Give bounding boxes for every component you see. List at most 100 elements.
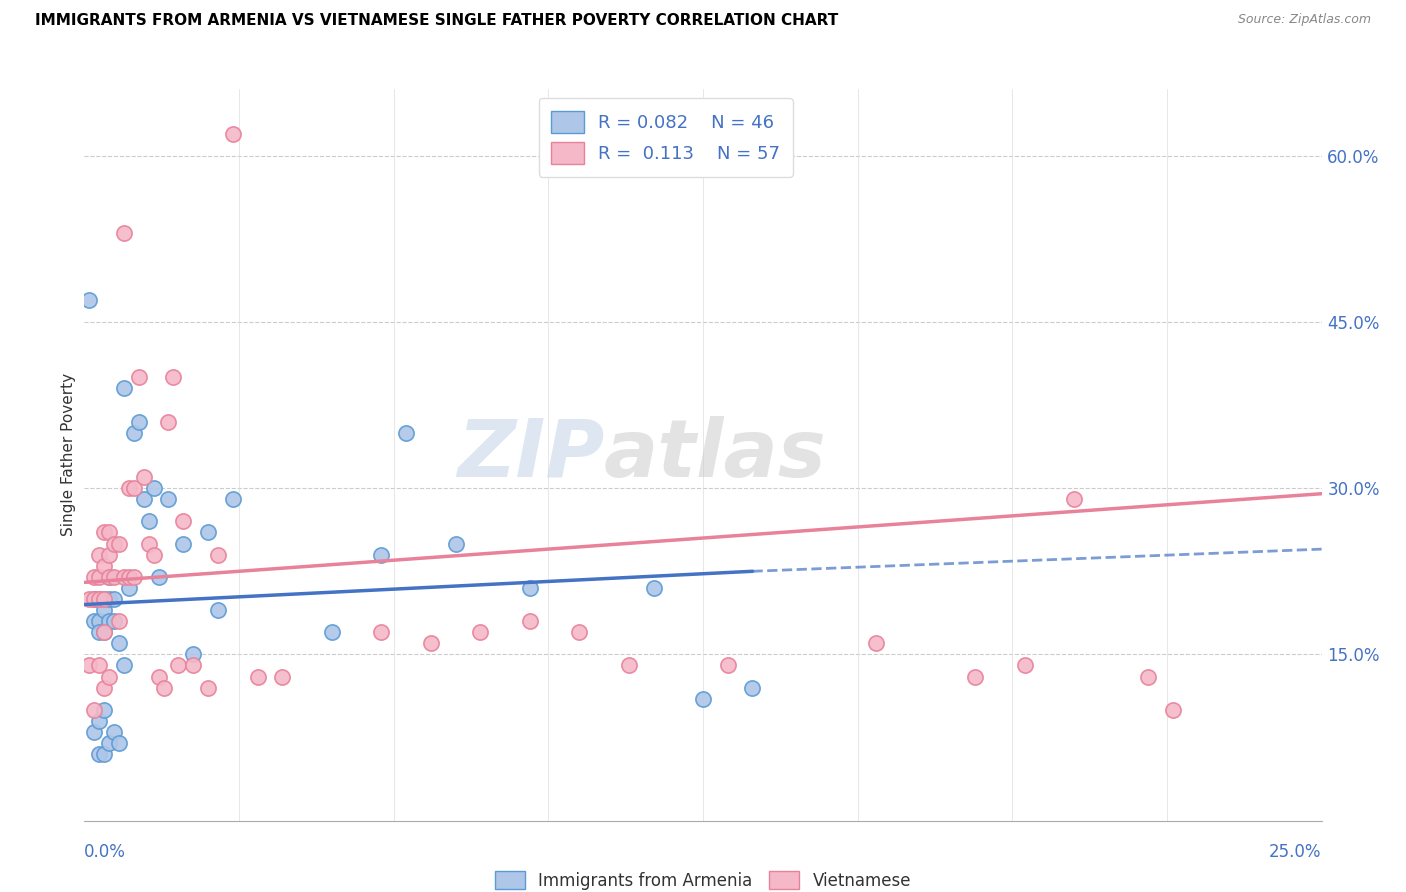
Point <box>108 614 131 628</box>
Point <box>568 625 591 640</box>
Point <box>108 536 131 550</box>
Point <box>162 370 184 384</box>
Point <box>89 592 111 607</box>
Point <box>157 415 180 429</box>
Text: IMMIGRANTS FROM ARMENIA VS VIETNAMESE SINGLE FATHER POVERTY CORRELATION CHART: IMMIGRANTS FROM ARMENIA VS VIETNAMESE SI… <box>35 13 838 29</box>
Point <box>83 570 105 584</box>
Point <box>93 592 115 607</box>
Point <box>93 558 115 573</box>
Point <box>93 592 115 607</box>
Point <box>98 614 121 628</box>
Point <box>93 625 115 640</box>
Point <box>643 581 665 595</box>
Point <box>103 725 125 739</box>
Point <box>470 625 492 640</box>
Point <box>1161 703 1184 717</box>
Point <box>103 614 125 628</box>
Point <box>98 548 121 562</box>
Point <box>370 548 392 562</box>
Point <box>1063 492 1085 507</box>
Point <box>98 736 121 750</box>
Point <box>181 658 204 673</box>
Point <box>172 536 194 550</box>
Point <box>419 636 441 650</box>
Point <box>197 681 219 695</box>
Point <box>128 370 150 384</box>
Point <box>617 658 640 673</box>
Point <box>89 625 111 640</box>
Point <box>519 614 541 628</box>
Point <box>197 525 219 540</box>
Point <box>148 669 170 683</box>
Text: Source: ZipAtlas.com: Source: ZipAtlas.com <box>1237 13 1371 27</box>
Point <box>89 614 111 628</box>
Point <box>112 227 135 241</box>
Point <box>132 492 155 507</box>
Point <box>83 725 105 739</box>
Point <box>112 570 135 584</box>
Point <box>98 669 121 683</box>
Point <box>122 481 145 495</box>
Point <box>122 425 145 440</box>
Text: 0.0%: 0.0% <box>84 843 127 861</box>
Point <box>89 592 111 607</box>
Point <box>89 747 111 761</box>
Point <box>1014 658 1036 673</box>
Text: 25.0%: 25.0% <box>1270 843 1322 861</box>
Point <box>93 625 115 640</box>
Point <box>321 625 343 640</box>
Point <box>83 614 105 628</box>
Point <box>444 536 467 550</box>
Point <box>965 669 987 683</box>
Point <box>89 714 111 728</box>
Point <box>395 425 418 440</box>
Point <box>865 636 887 650</box>
Point <box>138 536 160 550</box>
Point <box>93 681 115 695</box>
Point <box>157 492 180 507</box>
Point <box>271 669 294 683</box>
Point <box>1137 669 1160 683</box>
Point <box>181 648 204 662</box>
Point <box>83 592 105 607</box>
Point <box>89 658 111 673</box>
Point <box>98 570 121 584</box>
Point <box>207 603 229 617</box>
Point <box>118 481 141 495</box>
Point <box>370 625 392 640</box>
Point <box>98 592 121 607</box>
Point <box>222 127 245 141</box>
Point <box>122 570 145 584</box>
Point <box>152 681 174 695</box>
Point <box>118 570 141 584</box>
Point <box>93 525 115 540</box>
Point <box>118 581 141 595</box>
Point <box>89 570 111 584</box>
Point <box>93 747 115 761</box>
Point <box>246 669 269 683</box>
Y-axis label: Single Father Poverty: Single Father Poverty <box>60 374 76 536</box>
Point <box>83 592 105 607</box>
Point <box>93 703 115 717</box>
Point <box>108 636 131 650</box>
Point <box>692 691 714 706</box>
Point <box>79 658 101 673</box>
Point <box>98 525 121 540</box>
Point <box>103 536 125 550</box>
Point <box>207 548 229 562</box>
Point <box>103 570 125 584</box>
Point <box>112 658 135 673</box>
Point <box>142 481 165 495</box>
Text: atlas: atlas <box>605 416 827 494</box>
Point <box>83 703 105 717</box>
Point <box>138 515 160 529</box>
Point <box>108 736 131 750</box>
Point <box>132 470 155 484</box>
Point <box>89 548 111 562</box>
Point <box>103 592 125 607</box>
Point <box>167 658 190 673</box>
Point <box>222 492 245 507</box>
Text: ZIP: ZIP <box>457 416 605 494</box>
Point <box>172 515 194 529</box>
Point <box>148 570 170 584</box>
